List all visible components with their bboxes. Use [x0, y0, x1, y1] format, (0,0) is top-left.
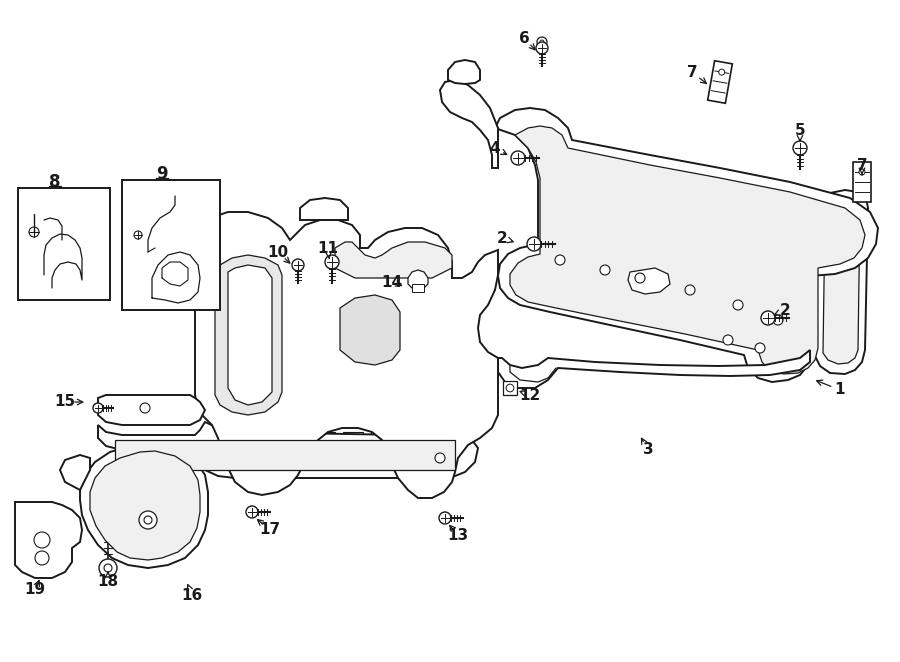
Bar	[412, 284, 424, 292]
Circle shape	[685, 285, 695, 295]
Bar	[140, 445, 175, 463]
Polygon shape	[440, 80, 498, 168]
Polygon shape	[815, 190, 868, 374]
Text: 2: 2	[497, 230, 508, 246]
Circle shape	[733, 300, 743, 310]
Circle shape	[719, 69, 724, 75]
Text: 10: 10	[267, 244, 289, 260]
Circle shape	[246, 506, 258, 518]
Circle shape	[723, 335, 733, 345]
Circle shape	[144, 516, 152, 524]
Circle shape	[134, 231, 142, 239]
Circle shape	[35, 551, 49, 565]
Polygon shape	[80, 445, 208, 568]
Polygon shape	[448, 60, 480, 84]
Text: 4: 4	[490, 140, 500, 156]
Bar	[399, 432, 419, 447]
Text: 5: 5	[795, 122, 806, 138]
Polygon shape	[60, 455, 90, 490]
Bar	[371, 432, 391, 447]
Text: 7: 7	[857, 158, 868, 173]
Circle shape	[555, 255, 565, 265]
Circle shape	[537, 37, 547, 47]
Circle shape	[600, 265, 610, 275]
Circle shape	[292, 259, 304, 271]
Text: 6: 6	[518, 30, 529, 46]
Bar	[365, 445, 400, 463]
Text: 3: 3	[643, 442, 653, 457]
Text: 1: 1	[835, 383, 845, 397]
Text: 19: 19	[24, 583, 46, 598]
Text: 13: 13	[447, 528, 469, 542]
Circle shape	[435, 453, 445, 463]
Bar	[115, 440, 455, 470]
Polygon shape	[300, 198, 348, 220]
Bar	[707, 61, 733, 103]
Circle shape	[104, 564, 112, 572]
Circle shape	[511, 151, 525, 165]
Polygon shape	[215, 255, 282, 415]
Text: 2: 2	[779, 303, 790, 318]
Polygon shape	[98, 422, 478, 478]
Bar	[320, 445, 355, 463]
Circle shape	[93, 403, 103, 413]
Polygon shape	[195, 212, 498, 498]
Bar	[343, 432, 363, 447]
Circle shape	[859, 169, 865, 175]
Polygon shape	[495, 108, 878, 382]
Text: 14: 14	[382, 275, 402, 289]
Polygon shape	[228, 265, 272, 405]
Bar	[503, 381, 517, 395]
Circle shape	[99, 559, 117, 577]
Polygon shape	[408, 270, 428, 290]
Circle shape	[506, 384, 514, 392]
Text: 11: 11	[318, 240, 338, 256]
Polygon shape	[98, 395, 205, 425]
Bar	[230, 445, 265, 463]
Circle shape	[140, 403, 150, 413]
Text: 7: 7	[687, 64, 698, 79]
Text: 16: 16	[182, 587, 202, 602]
Circle shape	[439, 512, 451, 524]
Circle shape	[793, 141, 807, 155]
Circle shape	[755, 343, 765, 353]
Circle shape	[635, 273, 645, 283]
Polygon shape	[823, 198, 860, 364]
Bar	[315, 432, 335, 447]
Text: 18: 18	[97, 575, 119, 589]
Polygon shape	[15, 502, 82, 578]
Text: 15: 15	[54, 395, 76, 410]
Polygon shape	[335, 242, 452, 278]
Circle shape	[527, 237, 541, 251]
Circle shape	[139, 511, 157, 529]
Polygon shape	[510, 126, 865, 374]
Text: 17: 17	[259, 522, 281, 538]
Bar	[185, 445, 220, 463]
FancyBboxPatch shape	[122, 180, 220, 310]
Circle shape	[773, 315, 783, 325]
Text: 12: 12	[519, 387, 541, 402]
Circle shape	[29, 227, 39, 237]
Circle shape	[536, 42, 548, 54]
FancyBboxPatch shape	[18, 188, 110, 300]
Circle shape	[34, 532, 50, 548]
Bar	[275, 445, 310, 463]
Circle shape	[540, 40, 544, 44]
Circle shape	[325, 255, 339, 269]
Polygon shape	[628, 268, 670, 294]
Polygon shape	[90, 451, 200, 560]
Polygon shape	[340, 295, 400, 365]
Text: 9: 9	[157, 165, 167, 183]
Bar	[853, 162, 871, 202]
Polygon shape	[498, 350, 810, 388]
Text: 8: 8	[50, 173, 61, 191]
Circle shape	[761, 311, 775, 325]
